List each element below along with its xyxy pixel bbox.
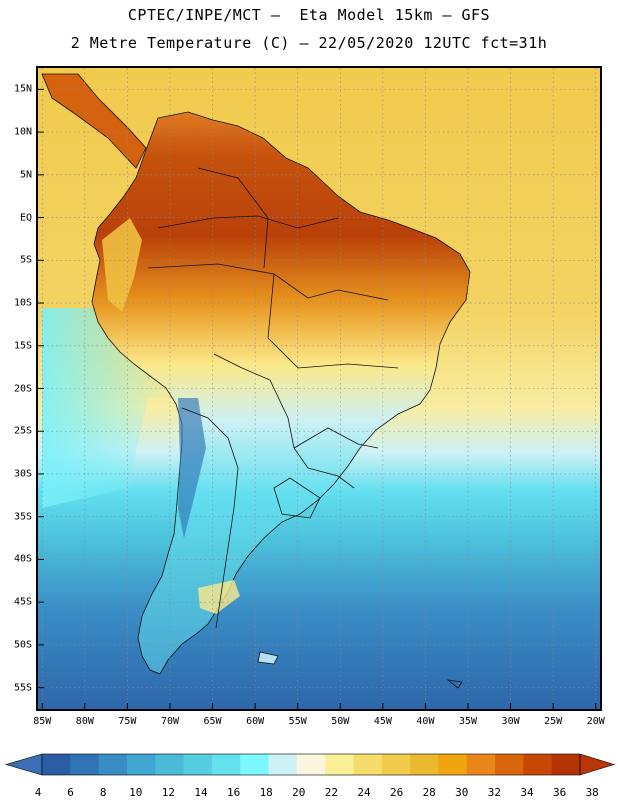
latitude-tick-label: 55S — [13, 682, 32, 694]
south-america-land — [91, 111, 471, 675]
colorbar-tick-label: 38 — [585, 786, 599, 799]
latitude-tick-label: 45S — [13, 596, 32, 608]
temperature-map — [36, 66, 602, 711]
colorbar-tick-label: 26 — [389, 786, 404, 799]
country-borders — [147, 167, 463, 689]
colorbar-tick-label: 24 — [357, 786, 371, 799]
colorbar-segment — [126, 754, 156, 775]
colorbar-segment — [268, 754, 298, 775]
colorbar-tick-label: 34 — [520, 786, 534, 799]
map-canvas — [38, 68, 600, 709]
longitude-tick-label: 80W — [75, 716, 94, 727]
colorbar-tick-label: 30 — [455, 786, 469, 799]
colorbar-segment — [155, 754, 185, 775]
colorbar-segment — [98, 754, 128, 775]
colorbar-tick-label: 36 — [552, 786, 567, 799]
latitude-tick-label: 10S — [13, 297, 32, 309]
border-line — [157, 215, 339, 229]
latitude-tick-label: 5N — [19, 169, 32, 181]
andes-cold-strip — [178, 398, 206, 538]
border-line — [267, 273, 399, 369]
colorbar-tick-label: 12 — [161, 786, 176, 799]
colorbar-segment — [410, 754, 439, 775]
longitude-tick-label: 85W — [33, 716, 52, 727]
border-line — [273, 477, 321, 519]
latitude-tick-label: 50S — [13, 639, 32, 651]
colorbar-segment — [296, 754, 326, 775]
latitude-tick-label: 30S — [13, 468, 32, 480]
longitude-tick-label: 65W — [203, 716, 222, 727]
colorbar-segment — [240, 754, 270, 775]
latitude-tick-label: EQ — [19, 212, 32, 224]
colorbar-segment — [466, 754, 496, 775]
border-line — [181, 407, 239, 629]
colorbar-tick-label: 6 — [67, 786, 74, 799]
chart-subtitle: 2 Metre Temperature (C) – 22/05/2020 12U… — [70, 34, 548, 52]
latitude-tick-label: 10N — [13, 126, 32, 138]
colorbar-segment — [523, 754, 553, 775]
colorbar-low-arrow — [4, 753, 43, 776]
latitude-tick-label: 15N — [13, 83, 32, 95]
colorbar — [4, 753, 616, 776]
longitude-tick-label: 50W — [331, 716, 350, 727]
latitude-tick-label: 15S — [13, 340, 32, 352]
longitude-tick-label: 35W — [458, 716, 478, 727]
colorbar-segment — [325, 754, 354, 775]
border-line — [197, 167, 269, 269]
longitude-tick-label: 45W — [373, 716, 392, 727]
colorbar-tick-label: 28 — [422, 786, 436, 799]
latitude-tick-label: 35S — [13, 511, 32, 523]
border-line — [147, 263, 389, 301]
colorbar-tick-label: 8 — [99, 786, 107, 799]
colorbar-tick-label: 10 — [129, 786, 143, 799]
colorbar-segment — [381, 754, 411, 775]
colorbar-tick-label: 14 — [194, 786, 208, 799]
grid-lines — [38, 68, 600, 709]
colorbar-tick-label: 22 — [324, 786, 339, 799]
latitude-tick-label: 20S — [13, 383, 32, 394]
latitude-tick-label: 25S — [13, 425, 32, 437]
longitude-tick-label: 40W — [416, 716, 435, 727]
colorbar-segment — [353, 754, 383, 775]
colorbar-tick-label: 4 — [34, 786, 42, 799]
longitude-tick-label: 70W — [160, 716, 180, 727]
latitude-tick-label: 5S — [19, 254, 32, 266]
colorbar-segment — [211, 754, 241, 775]
andes-north-cool — [102, 218, 142, 312]
patagonia-warm-patch — [198, 580, 240, 614]
falkland-islands — [257, 651, 279, 665]
colorbar-segment — [495, 754, 524, 775]
chart-title: CPTEC/INPE/MCT – Eta Model 15km – GFS — [127, 6, 491, 24]
longitude-tick-label: 20W — [586, 716, 605, 727]
colorbar-outline — [41, 753, 581, 776]
colorbar-high-arrow — [579, 753, 616, 776]
border-line — [307, 467, 355, 489]
longitude-tick-label: 55W — [288, 716, 307, 727]
colorbar-segment — [183, 754, 213, 775]
colorbar-segment — [42, 754, 71, 775]
south-georgia — [446, 679, 463, 689]
colorbar-segment — [70, 754, 100, 775]
border-line — [293, 427, 379, 449]
longitude-tick-label: 25W — [544, 716, 563, 727]
longitude-tick-label: 30W — [501, 716, 520, 727]
colorbar-segment — [551, 754, 581, 775]
colorbar-tick-label: 16 — [226, 786, 241, 799]
colorbar-tick-label: 18 — [259, 786, 273, 799]
latitude-tick-label: 40S — [13, 553, 32, 565]
colorbar-tick-label: 32 — [487, 786, 502, 799]
longitude-tick-label: 60W — [246, 716, 265, 727]
longitude-tick-label: 75W — [118, 716, 137, 727]
central-america-land — [41, 73, 147, 169]
colorbar-segment — [438, 754, 468, 775]
colorbar-tick-label: 20 — [292, 786, 306, 799]
border-line — [213, 353, 309, 469]
